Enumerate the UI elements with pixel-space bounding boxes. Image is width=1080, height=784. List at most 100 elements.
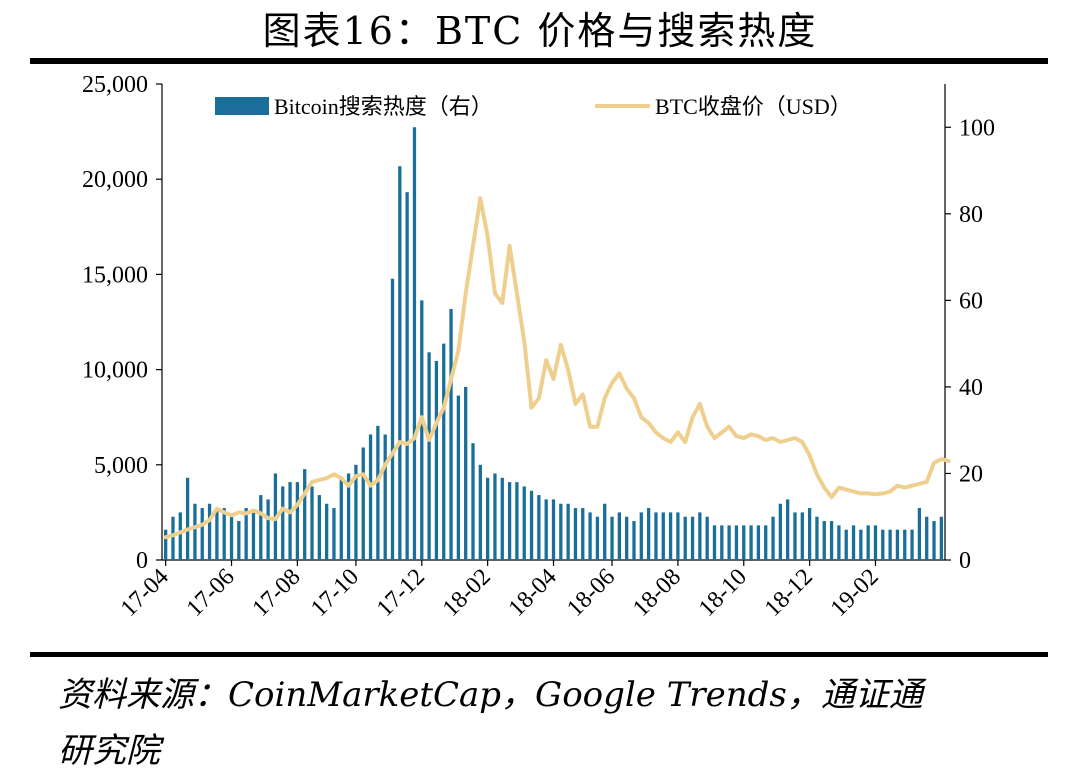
search-heat-bar xyxy=(676,512,680,560)
search-heat-bar xyxy=(266,499,270,560)
search-heat-bar xyxy=(442,343,446,560)
search-heat-bar xyxy=(215,508,219,560)
x-tick-label: 18-06 xyxy=(562,564,620,622)
search-heat-bar xyxy=(742,525,746,560)
left-tick-label: 10,000 xyxy=(82,358,148,384)
search-heat-bar xyxy=(259,495,263,560)
search-heat-bar xyxy=(917,508,922,560)
search-heat-bar xyxy=(566,503,570,560)
x-tick-label: 18-12 xyxy=(760,564,818,622)
right-tick-label: 20 xyxy=(959,461,983,487)
search-heat-bar xyxy=(800,512,804,560)
search-heat-bar xyxy=(295,482,300,560)
btc-price-line xyxy=(163,196,951,540)
right-tick-label: 60 xyxy=(959,288,983,314)
search-heat-bar xyxy=(493,473,497,560)
right-tick-label: 0 xyxy=(959,548,971,574)
x-tick-label: 19-02 xyxy=(826,564,884,622)
search-heat-bar xyxy=(925,516,929,560)
search-heat-bar xyxy=(281,486,285,560)
search-heat-bar xyxy=(178,512,182,560)
search-heat-bar xyxy=(617,512,622,560)
x-tick-label: 17-06 xyxy=(182,564,240,622)
right-tick-label: 80 xyxy=(959,202,983,228)
source-note-line2: 研究院 xyxy=(58,731,160,771)
search-heat-bar xyxy=(588,512,592,560)
search-heat-bar xyxy=(515,482,519,560)
search-heat-bar xyxy=(654,512,658,560)
search-heat-bar xyxy=(346,473,351,560)
search-heat-bar xyxy=(603,503,607,560)
chart-axes xyxy=(156,83,951,566)
top-rule xyxy=(30,58,1048,64)
left-tick-label: 15,000 xyxy=(82,262,148,288)
search-heat-bar xyxy=(412,127,417,560)
left-tick-label: 0 xyxy=(136,548,148,574)
search-heat-bar xyxy=(507,482,512,560)
search-heat-bar xyxy=(354,464,358,560)
search-heat-bar xyxy=(500,477,504,560)
search-heat-bar xyxy=(332,508,336,560)
search-heat-bar xyxy=(881,529,885,560)
search-heat-bar xyxy=(434,360,439,560)
search-heat-bar xyxy=(244,508,248,560)
search-heat-bar xyxy=(829,521,834,560)
search-heat-bar xyxy=(727,525,731,560)
search-heat-bar xyxy=(778,503,782,560)
search-heat-bar xyxy=(573,508,578,560)
search-heat-bar xyxy=(339,477,343,560)
search-heat-bar xyxy=(683,516,687,560)
search-heat-bar xyxy=(544,499,548,560)
search-heat-bar xyxy=(193,503,197,560)
search-heat-bar xyxy=(720,525,724,560)
search-heat-bar xyxy=(390,278,395,560)
search-heat-bar xyxy=(383,434,387,560)
search-heat-bar xyxy=(895,529,900,560)
search-heat-bar xyxy=(449,309,453,560)
search-heat-bar xyxy=(237,521,241,560)
search-heat-bar xyxy=(478,464,482,560)
bottom-rule xyxy=(30,652,1048,657)
search-heat-bar xyxy=(668,512,673,560)
search-heat-bar xyxy=(888,529,892,560)
left-tick-label: 20,000 xyxy=(82,167,148,193)
x-tick-label: 18-10 xyxy=(694,564,752,622)
search-heat-bar xyxy=(325,503,329,560)
search-heat-bar xyxy=(646,508,651,560)
x-tick-label: 17-10 xyxy=(306,564,364,622)
search-heat-bar xyxy=(712,525,717,560)
search-heat-bar xyxy=(164,529,168,560)
btc-price-line-group xyxy=(163,196,951,540)
legend-bar-label: Bitcoin搜索热度（右） xyxy=(274,94,493,119)
x-tick-label: 17-08 xyxy=(248,564,306,622)
search-heat-bar xyxy=(529,490,534,560)
search-heat-bar xyxy=(632,521,636,560)
search-heat-bar xyxy=(822,521,826,560)
search-heat-bar xyxy=(690,516,695,560)
left-tick-label: 25,000 xyxy=(82,72,148,98)
search-heat-bar xyxy=(464,386,468,560)
search-heat-bar xyxy=(851,525,856,560)
right-tick-label: 40 xyxy=(959,375,983,401)
search-heat-bar xyxy=(537,495,541,560)
search-heat-bar xyxy=(873,525,878,560)
search-heat-bar xyxy=(310,486,314,560)
search-heat-bar xyxy=(200,508,204,560)
x-tick-label: 18-04 xyxy=(504,564,562,622)
search-heat-bar xyxy=(749,525,753,560)
search-heat-bar xyxy=(229,516,234,560)
search-heat-bar xyxy=(251,512,256,560)
search-heat-bar xyxy=(771,516,775,560)
search-heat-bars xyxy=(164,127,943,560)
source-note: 资料来源：CoinMarketCap，Google Trends，通证通 xyxy=(58,675,923,715)
search-heat-bar xyxy=(734,525,739,560)
search-heat-bar xyxy=(756,525,761,560)
left-tick-label: 5,000 xyxy=(94,453,148,479)
right-tick-label: 100 xyxy=(959,115,995,141)
search-heat-bar xyxy=(807,508,812,560)
search-heat-bar xyxy=(793,512,797,560)
x-tick-label: 17-12 xyxy=(372,564,430,622)
search-heat-bar xyxy=(705,516,709,560)
search-heat-bar xyxy=(551,499,556,560)
search-heat-bar xyxy=(485,477,490,560)
